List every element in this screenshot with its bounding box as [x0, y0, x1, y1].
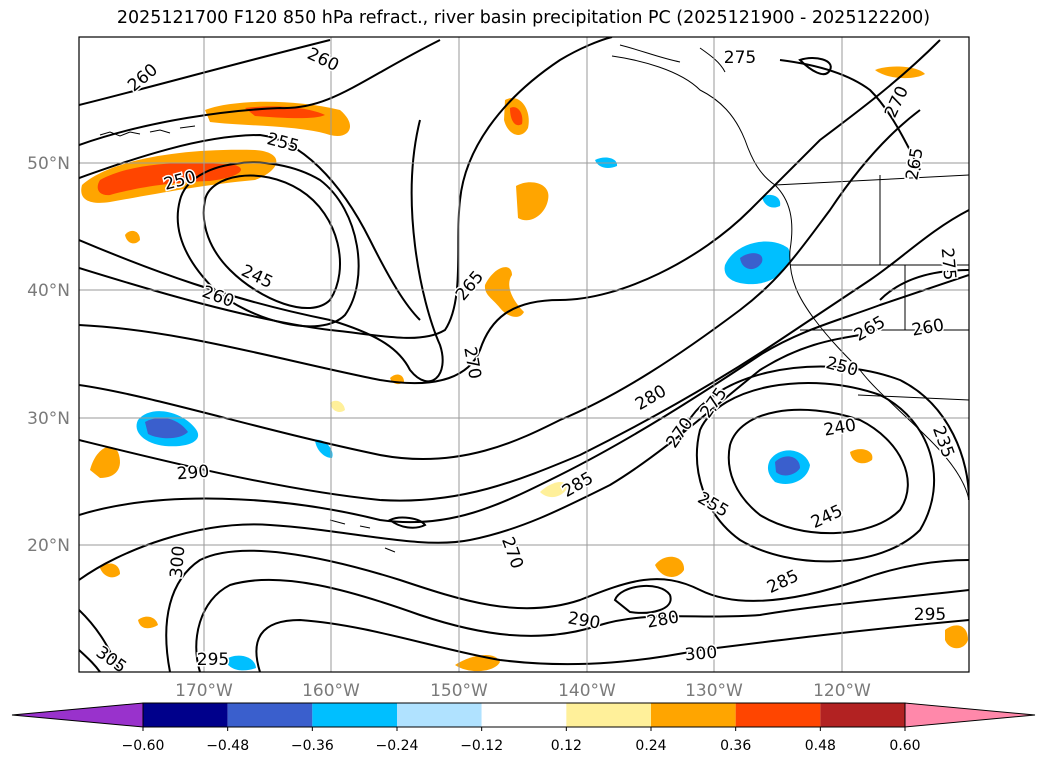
contour-label: 275 — [724, 48, 756, 68]
lon-label-160w: 160°W — [302, 681, 360, 701]
positive-anomaly-region — [125, 230, 140, 244]
colorbar-extend-min — [11, 702, 144, 728]
negative-anomaly-region — [740, 253, 763, 270]
lat-label-20n: 20°N — [27, 536, 70, 556]
colorbar-segment — [651, 703, 736, 727]
colorbar: −0.60 −0.48 −0.36 −0.24 −0.12 0.12 0.24 0.36 0.4… — [11, 702, 1036, 754]
negative-anomaly-region — [225, 655, 256, 671]
colorbar-tick-label: −0.60 — [122, 738, 165, 754]
colorbar-segment — [481, 703, 567, 727]
colorbar-frame — [142, 702, 906, 728]
colorbar-segment — [227, 703, 313, 727]
contour-label: 295 — [914, 605, 946, 625]
colorbar-tick-label: 0.24 — [635, 738, 666, 754]
graticule — [79, 37, 969, 672]
contour-label: 290 — [176, 462, 210, 485]
positive-anomaly-region — [655, 556, 685, 577]
lon-label-170w: 170°W — [175, 681, 233, 701]
positive-anomaly-region — [138, 616, 158, 629]
refractivity-contours — [79, 37, 969, 672]
plot-frame — [78, 36, 970, 673]
contour-label: 275 — [937, 247, 960, 281]
positive-anomaly-region — [90, 446, 120, 478]
positive-anomaly-region — [945, 625, 968, 649]
positive-anomaly-region — [100, 563, 120, 578]
positive-anomaly-region — [540, 481, 567, 498]
colorbar-extend-max — [904, 702, 1036, 728]
colorbar-segment — [566, 703, 651, 727]
positive-anomaly-region — [516, 182, 549, 221]
colorbar-segment — [735, 703, 821, 727]
positive-anomaly-region — [330, 400, 345, 412]
negative-anomaly-region — [775, 456, 800, 476]
colorbar-tick-label: −0.36 — [291, 738, 334, 754]
colorbar-segment — [312, 703, 397, 727]
colorbar-tick-label: 0.12 — [551, 738, 582, 754]
negative-anomaly-region — [145, 417, 188, 439]
lon-label-150w: 150°W — [430, 681, 488, 701]
plot-area — [79, 37, 969, 672]
map-title: 2025121700 F120 850 hPa refract., river … — [116, 8, 931, 28]
lon-label-130w: 130°W — [685, 681, 743, 701]
colorbar-tick-label: 0.36 — [720, 738, 751, 754]
contour-label: 240 — [822, 415, 857, 440]
lat-label-50n: 50°N — [27, 154, 70, 174]
colorbar-segment — [820, 703, 905, 727]
contour-label: 300 — [684, 643, 718, 666]
colorbar-tick-label: −0.48 — [206, 738, 249, 754]
lon-label-120w: 120°W — [813, 681, 871, 701]
negative-anomaly-region — [762, 194, 781, 208]
positive-anomaly-region — [875, 66, 925, 79]
colorbar-tick-label: 0.60 — [889, 738, 920, 754]
colorbar-segment — [143, 703, 228, 727]
colorbar-segment — [397, 703, 482, 727]
colorbar-tick-label: 0.48 — [805, 738, 836, 754]
lat-label-30n: 30°N — [27, 409, 70, 429]
negative-anomaly-region — [315, 439, 333, 458]
positive-anomaly-region — [850, 449, 873, 464]
positive-anomaly-region — [484, 267, 524, 317]
contour-label: 295 — [197, 650, 229, 670]
lon-label-140w: 140°W — [558, 681, 616, 701]
colorbar-tick-label: −0.24 — [376, 738, 419, 754]
contour-label: 300 — [167, 545, 190, 579]
colorbar-tick-label: −0.12 — [460, 738, 503, 754]
positive-anomaly-region — [510, 107, 523, 126]
positive-anomaly-region — [97, 162, 241, 196]
lat-label-40n: 40°N — [27, 281, 70, 301]
positive-anomaly-region — [455, 654, 500, 672]
